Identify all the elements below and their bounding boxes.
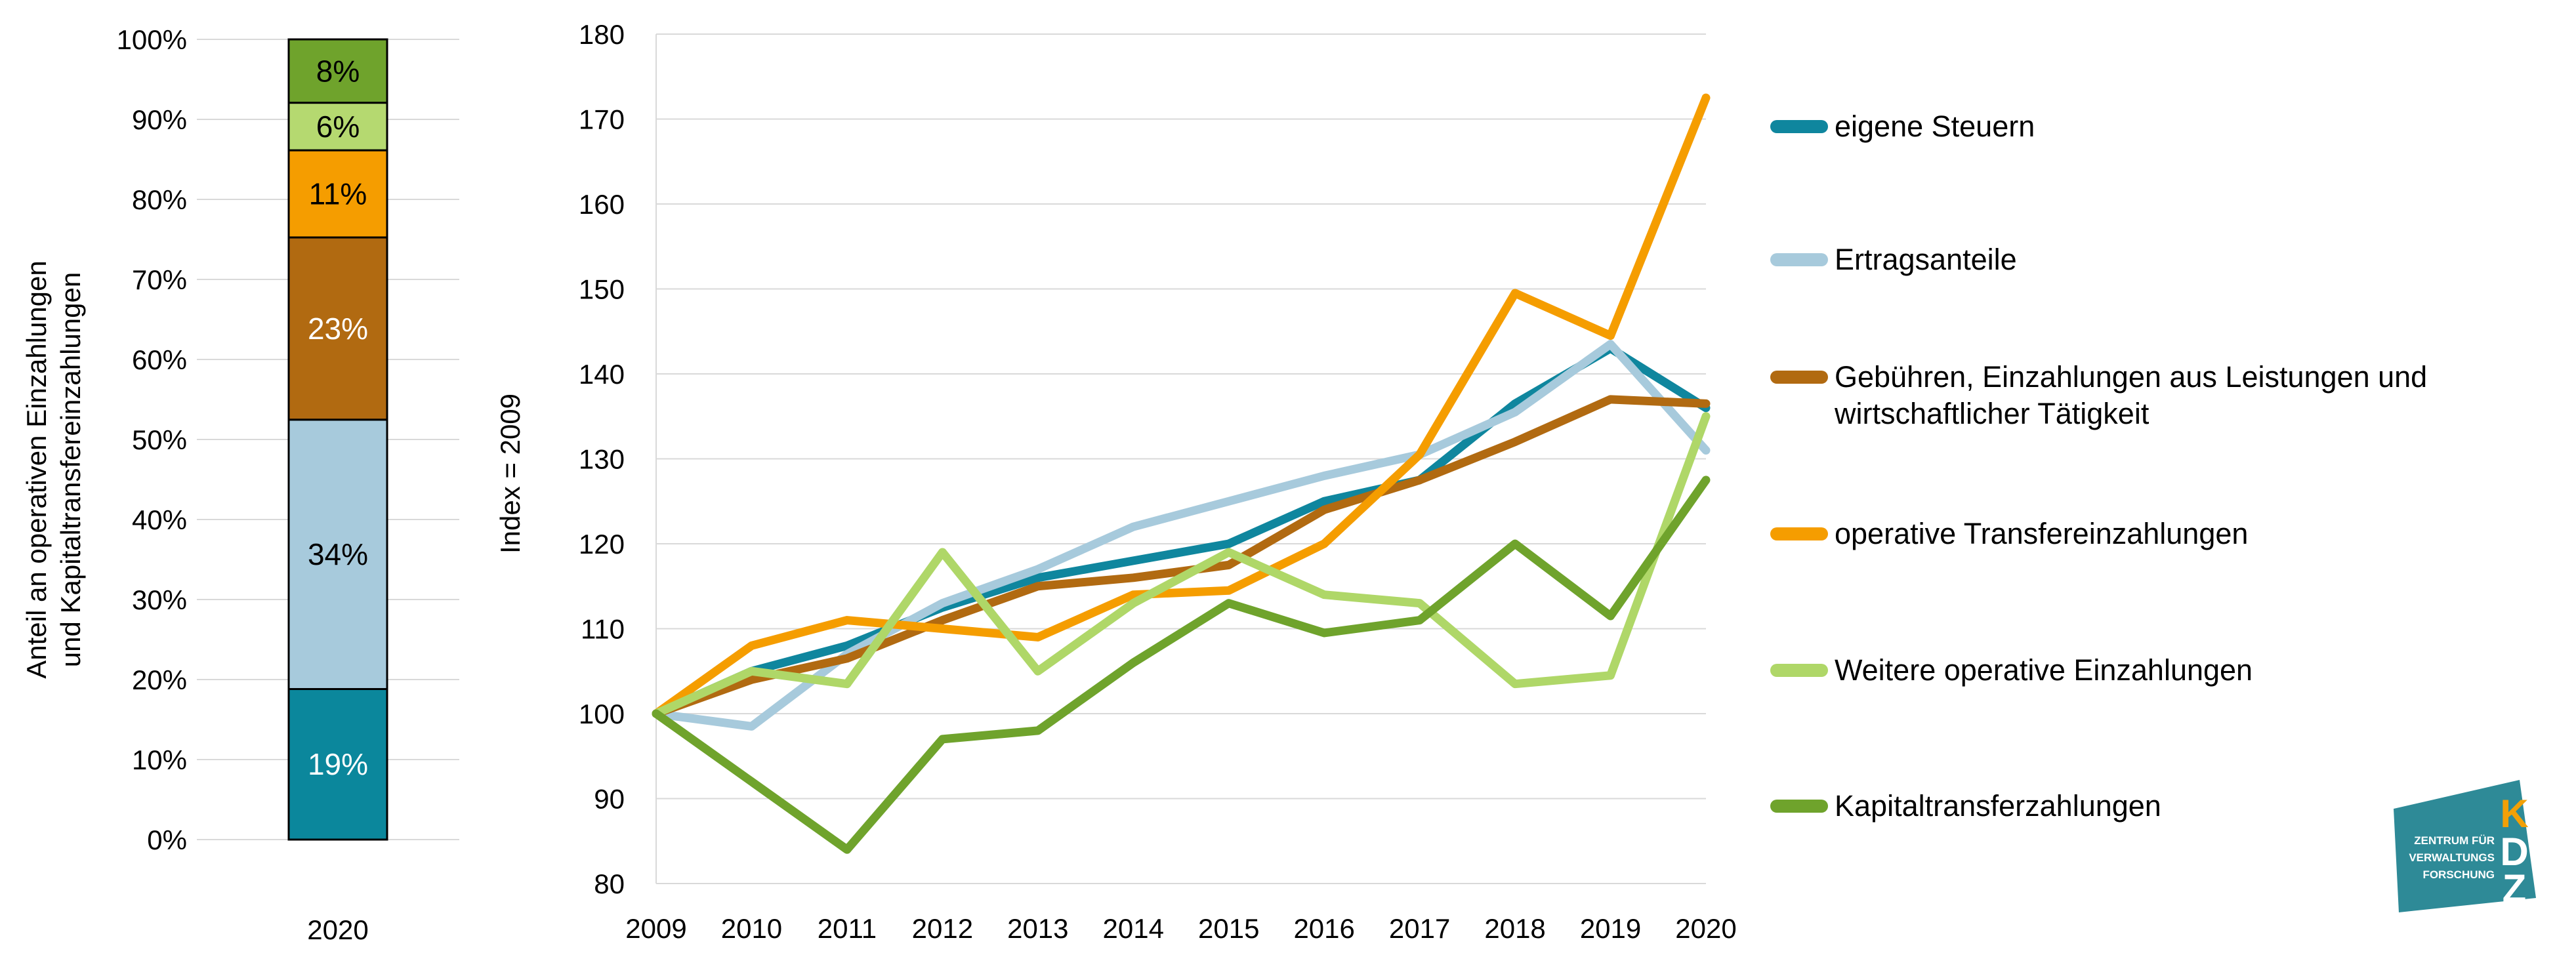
legend-label: Weitere operative Einzahlungen — [1835, 653, 2253, 687]
line-x-tick-label: 2011 — [818, 913, 877, 944]
bar-segment-label: 23% — [308, 312, 368, 346]
kdz-logo: KDZ ZENTRUM FÜR VERWALTUNGS FORSCHUNG — [2394, 780, 2536, 912]
line-x-tick-label: 2013 — [1007, 913, 1068, 944]
bar-y-tick-label: 50% — [132, 424, 187, 455]
legend-swatch-icon — [1770, 120, 1828, 133]
bar-chart: 0% 10% 20% 30% 40% 50% 60% 70% 80% 90% 100% 19% 34% 2… — [117, 24, 459, 945]
line-x-tick-label: 2020 — [1675, 913, 1736, 944]
legend-item: Kapitaltransferzahlungen — [1770, 788, 2161, 825]
legend-label: operative Transfereinzahlungen — [1835, 517, 2249, 550]
line-y-tick-label: 150 — [579, 274, 625, 305]
line-y-tick-label: 170 — [579, 104, 625, 135]
bar-y-tick-label: 20% — [132, 664, 187, 695]
bar-segment — [287, 102, 388, 152]
legend-item: eigene Steuern — [1770, 108, 2035, 145]
bar-y-tick-label: 60% — [132, 344, 187, 375]
line-y-tick-label: 120 — [579, 529, 625, 560]
bar-segment-label: 6% — [316, 110, 360, 144]
line-y-tick-label: 90 — [594, 784, 625, 815]
line-series — [652, 344, 1711, 718]
bar-segment-label: 11% — [309, 177, 367, 211]
bar-y-tick-label: 70% — [132, 264, 187, 295]
bar-segment-label: 34% — [308, 537, 368, 571]
line-x-tick-label: 2009 — [625, 913, 686, 944]
line-y-tick-label: 100 — [579, 699, 625, 729]
line-x-tick-label: 2015 — [1198, 913, 1259, 944]
line-y-tick-label: 80 — [594, 868, 625, 899]
line-x-tick-label: 2014 — [1103, 913, 1164, 944]
kdz-logo-letter: K — [2500, 792, 2528, 836]
kdz-logo-text-line: VERWALTUNGS — [2409, 851, 2495, 864]
line-series — [652, 93, 1711, 718]
line-y-tick-label: 140 — [579, 359, 625, 390]
bar-segment-label: 19% — [308, 747, 368, 781]
line-x-tick-label: 2018 — [1484, 913, 1545, 944]
legend-label: Kapitaltransferzahlungen — [1835, 789, 2161, 823]
legend-item: Weitere operative Einzahlungen — [1770, 652, 2253, 689]
bar-y-tick-label: 0% — [147, 825, 187, 855]
line-series — [652, 395, 1711, 718]
bar-y-tick-label: 40% — [132, 504, 187, 535]
bar-segment — [287, 149, 388, 239]
kdz-logo-letter: Z — [2503, 866, 2527, 910]
bar-segment — [287, 236, 388, 421]
legend-item: Ertragsanteile — [1770, 241, 2017, 278]
line-x-tick-label: 2017 — [1389, 913, 1450, 944]
bar-segment-label: 8% — [316, 54, 360, 88]
legend-swatch-icon — [1770, 527, 1828, 540]
legend-swatch-icon — [1770, 800, 1828, 813]
legend-item: operative Transfereinzahlungen — [1770, 516, 2248, 552]
legend-item: Gebühren, Einzahlungen aus Leistungen un… — [1770, 359, 2427, 432]
line-y-tick-label: 160 — [579, 189, 625, 220]
bar-y-tick-label: 30% — [132, 584, 187, 615]
bar-x-category-label: 2020 — [307, 914, 368, 945]
legend-swatch-icon — [1770, 664, 1828, 677]
line-series — [652, 476, 1711, 854]
line-series — [652, 412, 1711, 718]
legend-swatch-icon — [1770, 371, 1828, 384]
legend-swatch-icon — [1770, 253, 1828, 266]
legend-label: Gebühren, Einzahlungen aus Leistungen un… — [1835, 360, 2428, 430]
legend-label: eigene Steuern — [1835, 110, 2035, 143]
legend-label: Ertragsanteile — [1835, 243, 2017, 276]
line-x-tick-label: 2010 — [721, 913, 782, 944]
bar-segment — [287, 38, 388, 104]
kdz-logo-text-line: ZENTRUM FÜR — [2414, 834, 2495, 847]
line-y-tick-label: 110 — [581, 614, 625, 645]
bar-segment — [287, 687, 388, 841]
line-chart: 80 90 100 110 120 130 140 150 160 170 180 2009 2010 2… — [579, 19, 1737, 944]
kdz-logo-text-line: FORSCHUNG — [2422, 868, 2495, 881]
kdz-logo-letter: D — [2500, 830, 2528, 874]
bar-y-tick-label: 90% — [132, 104, 187, 135]
bar-y-tick-label: 80% — [132, 184, 187, 215]
line-x-tick-label: 2019 — [1580, 913, 1641, 944]
bar-segment — [287, 418, 388, 690]
line-x-tick-label: 2012 — [912, 913, 973, 944]
line-y-tick-label: 180 — [579, 19, 625, 50]
bar-y-tick-label: 10% — [132, 744, 187, 775]
kdz-logo-shape — [2394, 780, 2536, 912]
bar-y-tick-label: 100% — [117, 24, 187, 55]
line-y-tick-label: 130 — [579, 444, 625, 475]
line-x-tick-label: 2016 — [1293, 913, 1354, 944]
